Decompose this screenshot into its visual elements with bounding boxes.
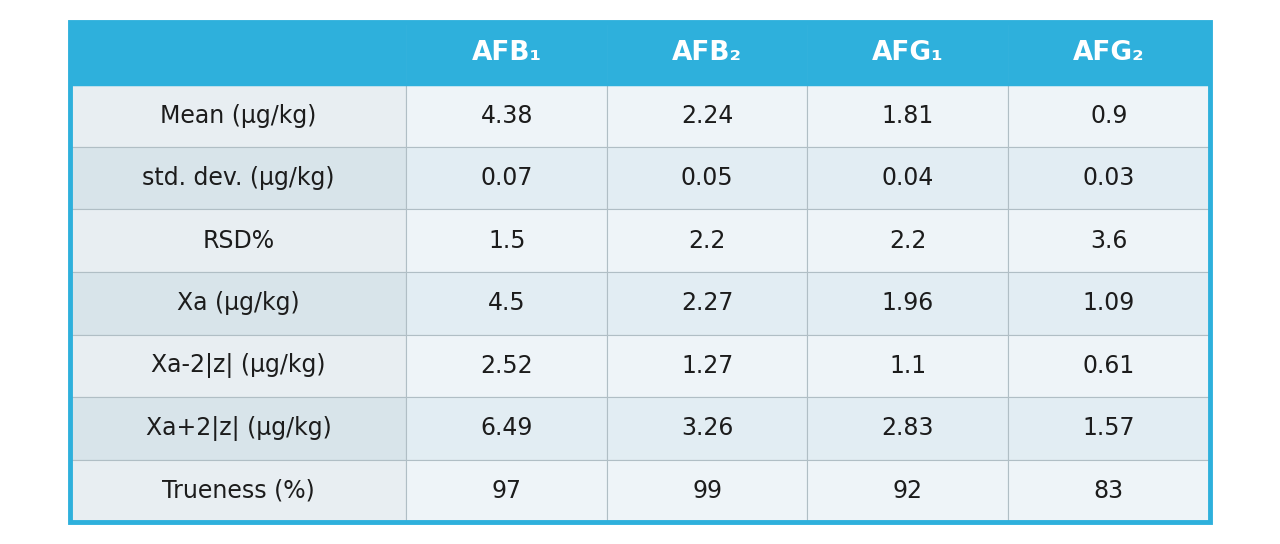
Bar [407, 460, 607, 522]
Bar [70, 460, 407, 522]
Bar [407, 272, 607, 335]
Bar [1007, 22, 1210, 84]
Text: std. dev. (μg/kg): std. dev. (μg/kg) [142, 166, 334, 190]
Text: Xa (μg/kg): Xa (μg/kg) [177, 291, 300, 316]
Bar [808, 272, 1007, 335]
Text: 83: 83 [1093, 479, 1124, 503]
Text: 2.83: 2.83 [882, 416, 934, 441]
Text: RSD%: RSD% [202, 228, 274, 253]
Bar [1007, 147, 1210, 209]
Text: 4.5: 4.5 [488, 291, 526, 316]
Text: 2.2: 2.2 [890, 228, 927, 253]
Bar [607, 22, 808, 84]
Text: 3.6: 3.6 [1091, 228, 1128, 253]
Bar [607, 335, 808, 397]
Text: 1.1: 1.1 [890, 354, 927, 378]
Bar [607, 147, 808, 209]
Bar [808, 147, 1007, 209]
Bar [70, 147, 407, 209]
Bar [607, 460, 808, 522]
Bar [1007, 460, 1210, 522]
Bar [70, 209, 407, 272]
Bar [808, 22, 1007, 84]
Text: 4.38: 4.38 [480, 103, 532, 128]
Text: 2.27: 2.27 [681, 291, 733, 316]
Text: 0.9: 0.9 [1091, 103, 1128, 128]
Text: 0.07: 0.07 [480, 166, 532, 190]
Bar [70, 335, 407, 397]
Bar [607, 84, 808, 147]
Bar [407, 209, 607, 272]
Text: AFG₁: AFG₁ [872, 40, 943, 66]
Text: AFB₁: AFB₁ [471, 40, 541, 66]
Text: 0.05: 0.05 [681, 166, 733, 190]
Bar [808, 84, 1007, 147]
Text: 0.03: 0.03 [1083, 166, 1135, 190]
Bar [407, 397, 607, 460]
Text: Trueness (%): Trueness (%) [163, 479, 315, 503]
Text: 97: 97 [492, 479, 522, 503]
Text: 1.27: 1.27 [681, 354, 733, 378]
Bar [808, 209, 1007, 272]
Text: 2.24: 2.24 [681, 103, 733, 128]
Text: AFG₂: AFG₂ [1073, 40, 1144, 66]
Text: 0.04: 0.04 [882, 166, 934, 190]
Text: 99: 99 [692, 479, 722, 503]
Text: AFB₂: AFB₂ [672, 40, 742, 66]
Bar [808, 335, 1007, 397]
Bar [70, 84, 407, 147]
Bar [607, 397, 808, 460]
Bar [407, 147, 607, 209]
Text: 1.57: 1.57 [1083, 416, 1135, 441]
Text: 92: 92 [892, 479, 923, 503]
Bar [607, 209, 808, 272]
Text: Xa-2|z| (μg/kg): Xa-2|z| (μg/kg) [151, 354, 325, 378]
Text: 0.61: 0.61 [1083, 354, 1135, 378]
Bar [407, 335, 607, 397]
Bar [70, 22, 1210, 522]
Bar [1007, 272, 1210, 335]
Bar [70, 272, 407, 335]
Text: 1.09: 1.09 [1083, 291, 1135, 316]
Text: 1.96: 1.96 [882, 291, 934, 316]
Bar [1007, 397, 1210, 460]
Bar [808, 460, 1007, 522]
Text: 1.81: 1.81 [882, 103, 934, 128]
Text: 2.2: 2.2 [689, 228, 726, 253]
Text: 1.5: 1.5 [488, 228, 526, 253]
Text: Mean (μg/kg): Mean (μg/kg) [160, 103, 316, 128]
Text: Xa+2|z| (μg/kg): Xa+2|z| (μg/kg) [146, 416, 332, 441]
Bar [70, 397, 407, 460]
Bar [607, 272, 808, 335]
Bar [1007, 209, 1210, 272]
Bar [1007, 335, 1210, 397]
Text: 3.26: 3.26 [681, 416, 733, 441]
Bar [808, 397, 1007, 460]
Text: 2.52: 2.52 [480, 354, 532, 378]
Bar [70, 22, 407, 84]
Bar [407, 84, 607, 147]
Bar [407, 22, 607, 84]
Text: 6.49: 6.49 [480, 416, 532, 441]
Bar [1007, 84, 1210, 147]
